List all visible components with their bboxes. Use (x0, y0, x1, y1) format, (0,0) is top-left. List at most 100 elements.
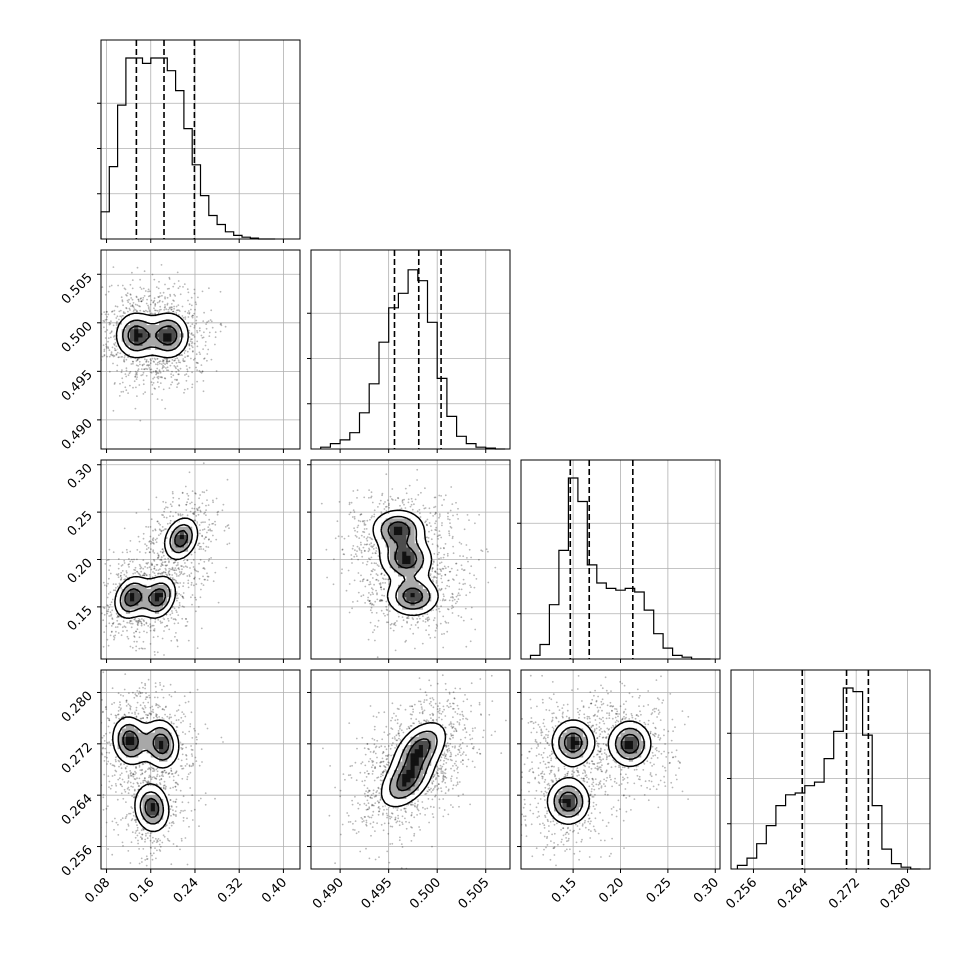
scatter-point (177, 564, 179, 566)
scatter-point (131, 558, 133, 561)
scatter-point (448, 518, 451, 521)
scatter-point (112, 266, 115, 268)
density-cell (422, 559, 428, 565)
scatter-point (359, 541, 362, 544)
scatter-point (400, 507, 403, 510)
scatter-point (436, 572, 439, 575)
density-cell (406, 571, 411, 577)
scatter-point (428, 618, 431, 621)
scatter-point (446, 552, 449, 555)
scatter-point (123, 559, 126, 562)
scatter-point (127, 563, 130, 566)
density-cell (373, 534, 378, 540)
scatter-point (368, 557, 370, 560)
scatter-point (427, 537, 430, 539)
scatter-point (147, 288, 150, 291)
scatter-point (87, 315, 89, 317)
scatter-point (451, 503, 454, 505)
contour-line (122, 319, 183, 352)
scatter-point (422, 615, 424, 617)
scatter-point (440, 588, 443, 591)
scatter-point (382, 582, 384, 584)
scatter-point (115, 784, 118, 787)
scatter-point (372, 604, 375, 606)
scatter-point (427, 540, 430, 543)
scatter-point (80, 649, 82, 651)
scatter-point (193, 511, 195, 514)
scatter-point (148, 551, 151, 554)
scatter-point (188, 312, 191, 315)
scatter-point (104, 313, 107, 316)
scatter-point (173, 578, 176, 581)
scatter-point (171, 306, 173, 309)
scatter-point (177, 774, 180, 777)
scatter-point (174, 378, 177, 381)
density-cell (418, 576, 424, 581)
scatter-point (155, 372, 158, 375)
scatter-point (432, 561, 435, 564)
scatter-point (373, 515, 375, 518)
density-cell (398, 530, 403, 536)
scatter-point (380, 609, 383, 612)
scatter-point (113, 637, 116, 639)
scatter-point (156, 557, 159, 559)
scatter-point (381, 594, 383, 597)
scatter-point (157, 572, 160, 575)
scatter-point (145, 360, 148, 363)
scatter-point (151, 538, 154, 541)
scatter-point (203, 357, 206, 360)
scatter-point (440, 577, 443, 580)
density-cell (117, 337, 123, 342)
scatter-point (164, 567, 167, 570)
scatter-point (375, 578, 378, 581)
scatter-point (368, 489, 370, 491)
scatter-point (160, 558, 163, 561)
density-cell (125, 592, 131, 598)
scatter-point (159, 568, 161, 571)
scatter-point (184, 318, 187, 320)
scatter-point (162, 360, 165, 362)
density-cell (406, 559, 411, 565)
scatter-point (159, 376, 162, 379)
scatter-point (103, 326, 105, 329)
scatter-point (177, 280, 180, 282)
scatter-point (137, 619, 140, 622)
scatter-point (111, 618, 114, 620)
scatter-point (137, 624, 139, 627)
scatter-point (135, 645, 138, 648)
scatter-point (360, 595, 363, 598)
scatter-point (107, 805, 109, 808)
scatter-point (145, 574, 148, 577)
density-cell (121, 320, 127, 326)
scatter-point (177, 287, 180, 290)
scatter-point (461, 568, 463, 570)
density-cell (154, 576, 160, 581)
density-cell (130, 349, 135, 355)
scatter-point (173, 359, 176, 362)
density-cell (410, 551, 416, 556)
scatter-point (205, 509, 208, 511)
scatter-point (108, 577, 110, 580)
scatter-point (134, 566, 137, 569)
scatter-point (450, 607, 453, 610)
scatter-point (114, 660, 116, 662)
scatter-point (481, 550, 484, 552)
density-cell (406, 596, 411, 602)
scatter-point (123, 527, 126, 530)
scatter-point (194, 492, 197, 495)
scatter-point (108, 569, 110, 571)
density-cell (389, 576, 395, 581)
density-cell (130, 345, 135, 350)
scatter-point (177, 562, 179, 564)
scatter-point (161, 551, 164, 554)
density-cell (389, 592, 395, 598)
scatter-point (436, 585, 439, 587)
scatter-point (127, 356, 129, 359)
density-cell (427, 605, 432, 610)
scatter-point (109, 611, 112, 613)
scatter-point (117, 710, 120, 712)
scatter-point (114, 342, 117, 344)
density-cell (398, 509, 403, 515)
scatter-point (172, 496, 175, 499)
scatter-point (167, 308, 170, 311)
